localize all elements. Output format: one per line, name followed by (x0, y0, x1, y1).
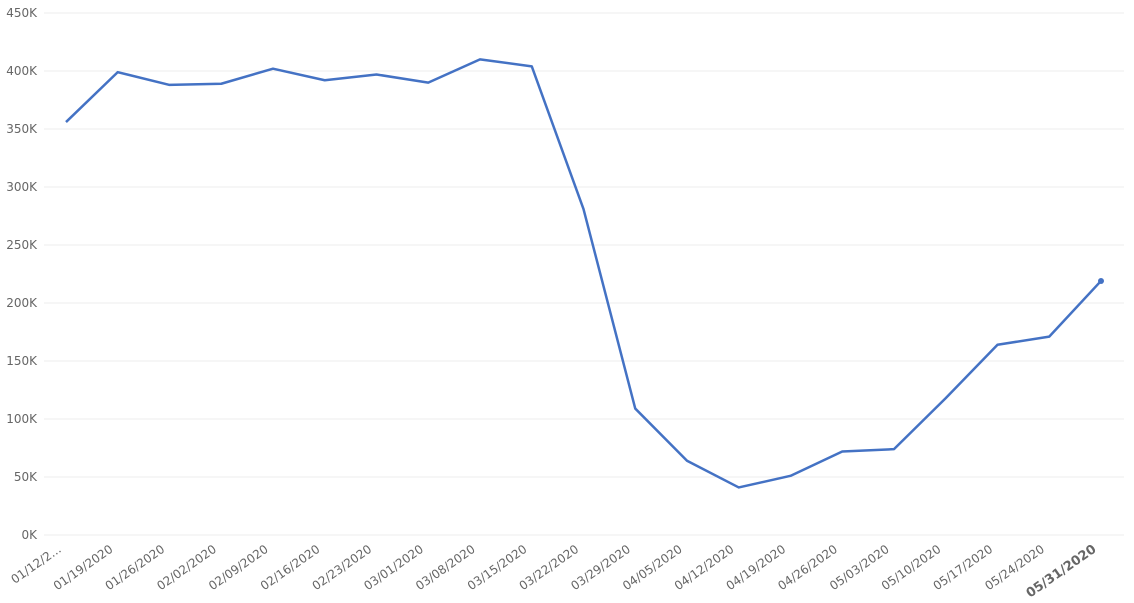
y-tick-label: 250K (6, 238, 38, 252)
series-line (65, 58, 1102, 489)
y-tick-label: 300K (6, 180, 38, 194)
y-tick-label: 0K (21, 528, 38, 542)
y-tick-label: 450K (6, 6, 38, 20)
y-tick-label: 50K (14, 470, 38, 484)
y-tick-label: 200K (6, 296, 38, 310)
y-tick-label: 400K (6, 64, 38, 78)
highlight-point (1098, 277, 1104, 284)
y-tick-label: 100K (6, 412, 38, 426)
y-tick-label: 350K (6, 122, 38, 136)
y-tick-label: 150K (6, 354, 38, 368)
